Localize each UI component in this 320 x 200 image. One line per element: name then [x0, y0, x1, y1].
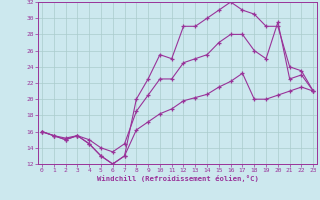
X-axis label: Windchill (Refroidissement éolien,°C): Windchill (Refroidissement éolien,°C)	[97, 175, 259, 182]
